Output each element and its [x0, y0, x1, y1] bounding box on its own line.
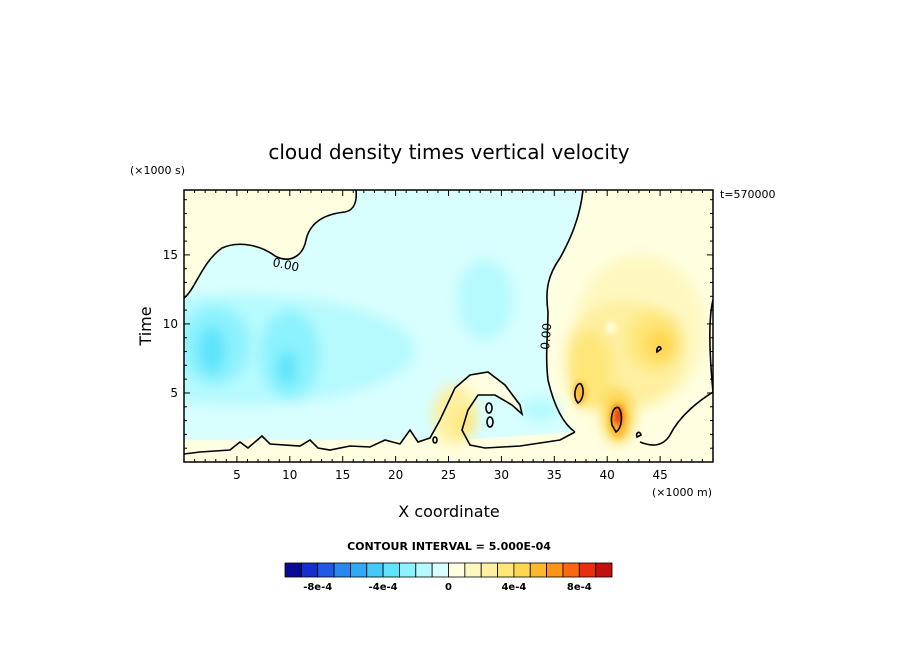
colorbar-swatch	[431, 562, 449, 578]
time-label: t=570000	[720, 188, 776, 201]
x-tick-label: 25	[441, 468, 456, 482]
colorbar-tick-label: 4e-4	[501, 582, 526, 593]
colorbar-ticks: -8e-4 -4e-4 0 4e-4 8e-4	[303, 582, 592, 593]
colorbar-swatch	[333, 562, 351, 578]
chart-title: cloud density times vertical velocity	[268, 140, 629, 164]
x-tick-label: 45	[652, 468, 667, 482]
colorbar-swatch	[317, 562, 335, 578]
colorbar-swatch	[497, 562, 515, 578]
colorbar-swatch	[399, 562, 417, 578]
x-axis-label: X coordinate	[398, 502, 499, 521]
y-axis-label: Time	[136, 306, 155, 346]
colorbar-swatch	[513, 562, 531, 578]
colorbar-swatch	[464, 562, 482, 578]
x-tick-label: 40	[600, 468, 615, 482]
contour-interval: CONTOUR INTERVAL = 5.000E-04	[347, 540, 551, 553]
colorbar-tick-label: 8e-4	[567, 582, 592, 593]
contour-label-right: 0.00	[538, 322, 554, 350]
colorbar-tick-label: -4e-4	[369, 582, 398, 593]
y-tick-label: 10	[163, 317, 178, 331]
axis-ticks	[184, 190, 713, 462]
x-tick-label: 30	[494, 468, 509, 482]
colorbar-swatch	[595, 562, 613, 578]
x-tick-label: 20	[388, 468, 403, 482]
colorbar-swatch	[300, 562, 319, 578]
contour-label-left: 0.00	[271, 255, 300, 274]
y-tick-label: 15	[163, 248, 178, 262]
colorbar-swatch	[415, 562, 433, 578]
colorbar-swatch	[562, 562, 580, 578]
y-unit-label: (×1000 s)	[130, 164, 185, 177]
x-tick-label: 5	[233, 468, 241, 482]
zero-contours	[184, 190, 713, 455]
x-tick-label: 35	[547, 468, 562, 482]
plot-area: 0.00 0.00	[184, 190, 713, 462]
colorbar	[284, 562, 613, 578]
colorbar-tick-label: -8e-4	[303, 582, 332, 593]
x-tick-label: 15	[335, 468, 350, 482]
colorbar-tick-label: 0	[445, 582, 452, 593]
tick-labels: 5 10 15 20 25 30 35 40 45 5 10 15	[163, 248, 668, 482]
x-tick-label: 10	[282, 468, 297, 482]
colorbar-swatch	[284, 562, 302, 578]
colorbar-swatch	[349, 562, 368, 578]
y-tick-label: 5	[170, 386, 178, 400]
x-unit-label: (×1000 m)	[652, 486, 712, 499]
colorbar-swatch	[546, 562, 564, 578]
colorbar-swatch	[382, 562, 400, 578]
colorbar-swatch	[578, 562, 597, 578]
colorbar-swatch	[366, 562, 384, 578]
colorbar-swatch	[448, 562, 466, 578]
colorbar-swatch	[480, 562, 498, 578]
colorbar-swatch	[529, 562, 548, 578]
